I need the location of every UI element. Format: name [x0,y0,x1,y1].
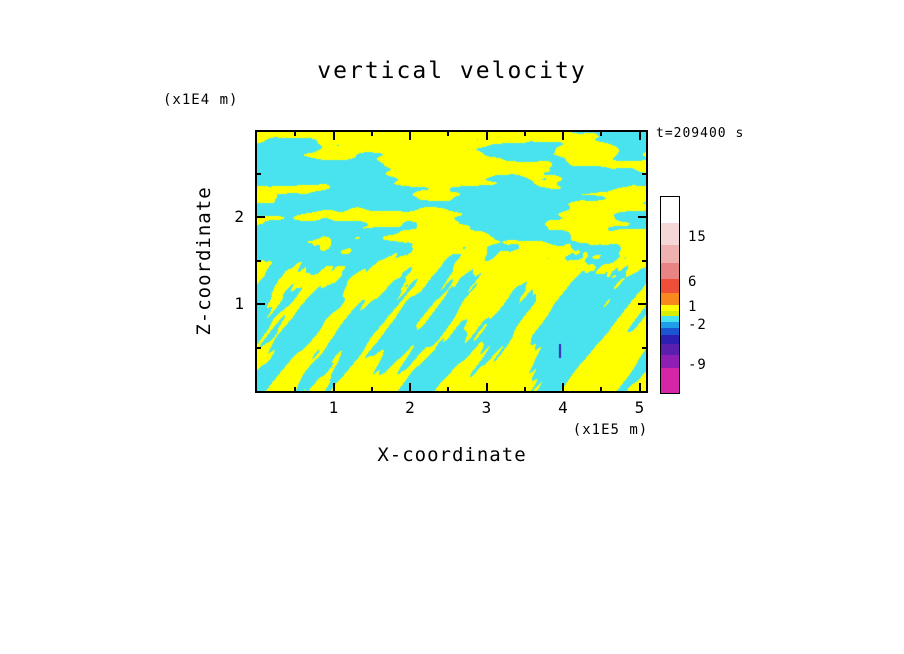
x-axis-tick [485,383,488,391]
colorbar-segment [661,293,679,305]
y-axis-tick [257,303,265,305]
y-axis-units: (x1E4 m) [163,92,239,108]
colorbar-segment [661,322,679,328]
y-axis-tick [642,346,646,349]
y-axis-tick [638,216,646,218]
x-axis-tick [638,132,641,140]
colorbar-segment [661,368,679,393]
x-tick-label: 3 [481,398,492,417]
x-axis-tick [485,132,488,140]
x-axis-tick [294,387,297,391]
colorbar-segment [661,344,679,355]
x-tick-label: 1 [328,398,339,417]
x-axis-tick [447,387,450,391]
colorbar-label: 6 [688,274,698,290]
colorbar-segment [661,279,679,293]
x-tick-label: 2 [405,398,415,417]
x-axis-tick [523,387,526,391]
y-axis-tick [257,259,261,262]
colorbar-segment [661,305,679,311]
x-axis-tick [332,132,335,140]
colorbar-label: 15 [688,229,707,245]
y-axis-tick [257,216,265,218]
colorbar-segment [661,355,679,368]
y-tick-label: 2 [234,207,244,226]
x-tick-label: 5 [634,398,645,417]
colorbar-segment [661,328,679,335]
y-axis-tick [642,259,646,262]
colorbar-label: -9 [688,357,707,373]
x-axis-tick [523,132,526,136]
x-axis-tick [409,132,411,140]
velocity-field-canvas [257,132,646,391]
x-axis-tick [562,132,564,140]
colorbar-segment [661,263,679,279]
x-axis-units: (x1E5 m) [572,422,649,438]
y-tick-label: 1 [234,294,244,313]
chart-title: vertical velocity [317,58,587,84]
colorbar-segment [661,311,679,316]
x-axis-label: X-coordinate [377,444,527,466]
x-axis-tick [370,132,373,136]
x-axis-tick [370,387,373,391]
x-axis-tick [409,383,411,391]
colorbar-label: -2 [688,317,707,333]
x-axis-tick [294,132,297,136]
x-axis-tick [332,383,335,391]
y-axis-tick [257,172,261,175]
y-axis-tick [257,346,261,349]
colorbar-segment [661,335,679,344]
x-axis-tick [600,387,603,391]
colorbar-segment [661,197,679,223]
y-axis-tick [642,172,646,175]
colorbar [660,196,680,394]
y-axis-tick [638,303,646,305]
colorbar-label: 1 [688,299,698,315]
y-axis-label: Z-coordinate [193,186,215,336]
colorbar-segment [661,223,679,245]
plot-frame [255,130,648,393]
x-tick-label: 4 [558,398,568,417]
timestamp-label: t=209400 s [656,126,745,141]
colorbar-segment [661,245,679,263]
x-axis-tick [562,383,564,391]
x-axis-tick [600,132,603,136]
x-axis-tick [447,132,450,136]
x-axis-tick [638,383,641,391]
colorbar-segment [661,316,679,322]
